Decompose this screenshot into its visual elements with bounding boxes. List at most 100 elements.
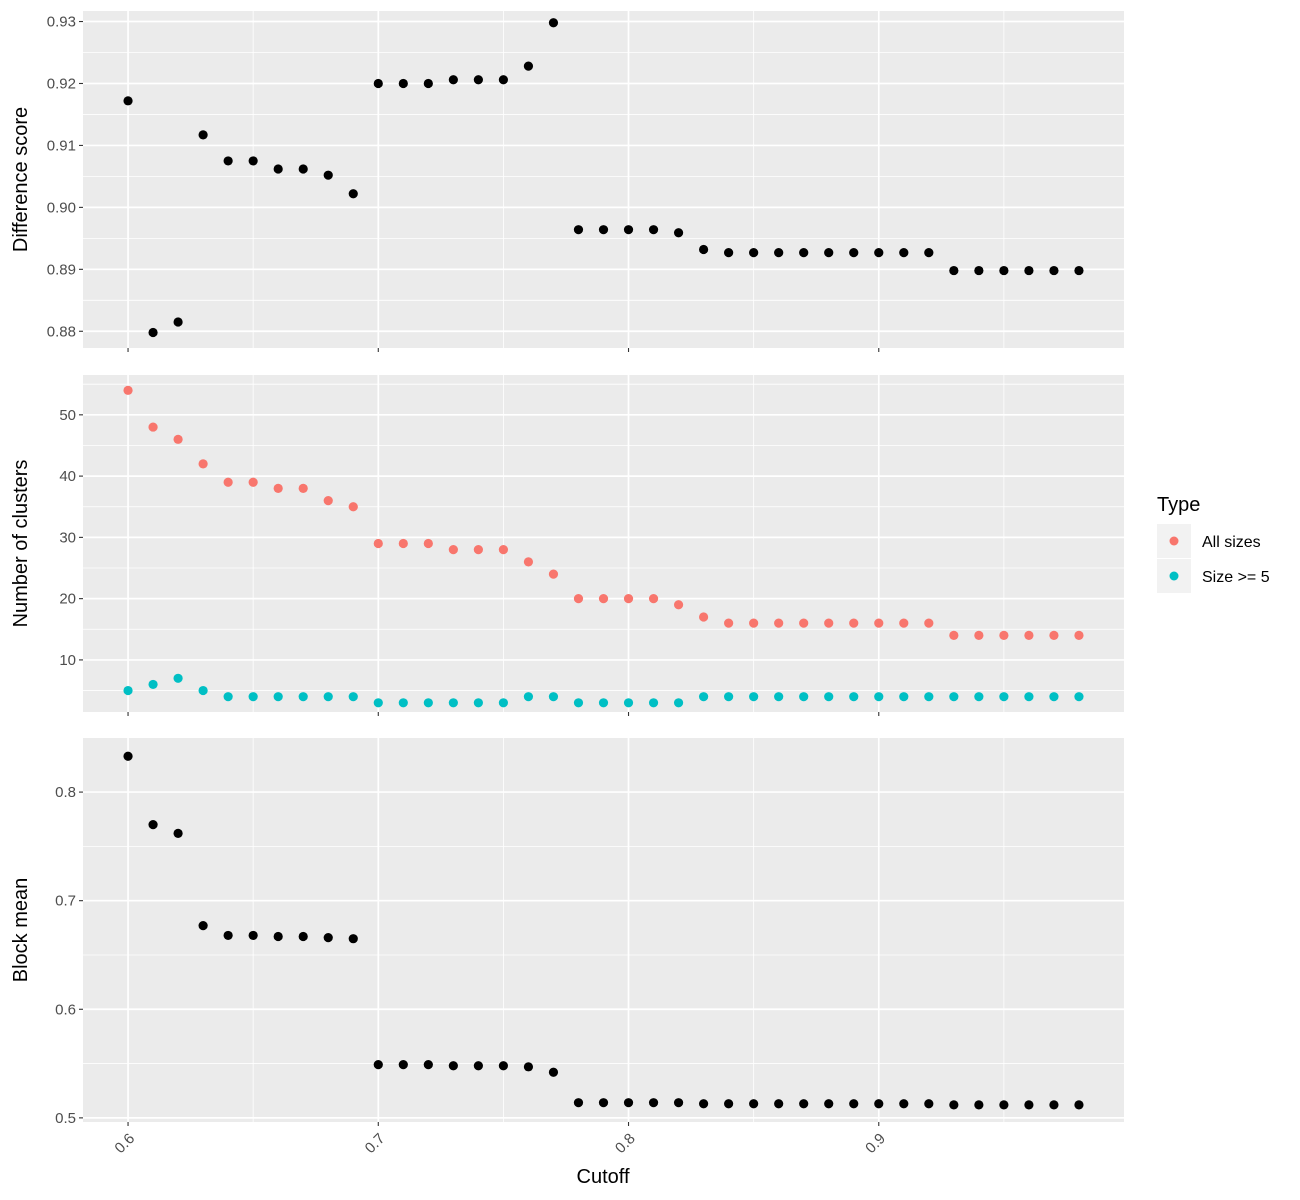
- data-point: [999, 1100, 1009, 1110]
- data-point: [398, 78, 408, 89]
- data-point: [198, 130, 208, 140]
- data-point-series-1: [999, 692, 1009, 702]
- data-point-series-1: [248, 692, 258, 702]
- y-tick-label: 0.8: [55, 784, 76, 801]
- data-point-series-1: [548, 692, 559, 702]
- data-point: [899, 1099, 909, 1109]
- data-point-series-1: [849, 692, 859, 702]
- data-point-series-1: [173, 673, 183, 683]
- legend-key-all-sizes: [1169, 536, 1179, 546]
- data-point: [874, 247, 884, 258]
- data-point-series-1: [348, 692, 358, 702]
- data-point: [749, 1099, 759, 1109]
- y-tick-label: 0.5: [55, 1110, 76, 1127]
- data-point-series-0: [648, 594, 659, 604]
- panel-background: [83, 375, 1124, 712]
- data-point: [1074, 1100, 1084, 1110]
- data-point: [298, 931, 308, 942]
- data-point: [423, 78, 433, 89]
- y-tick-label: 0.92: [47, 75, 76, 92]
- data-point: [724, 1099, 734, 1109]
- data-point: [799, 247, 809, 258]
- data-point: [498, 1061, 509, 1071]
- panels: 0.88 0.89 0.90 0.91 0.92 0.93 Difference score…: [10, 11, 1124, 1157]
- data-point: [248, 930, 258, 941]
- legend-title: Type: [1157, 494, 1200, 516]
- data-point: [924, 1099, 934, 1109]
- data-point: [348, 189, 358, 199]
- data-point: [198, 921, 208, 931]
- data-point-series-1: [949, 692, 959, 702]
- data-point-series-1: [698, 692, 709, 702]
- y-tick-label: 50: [59, 407, 76, 424]
- data-point: [573, 225, 584, 235]
- data-point-series-0: [799, 618, 809, 628]
- y-tick-label: 20: [59, 591, 76, 608]
- data-point: [523, 1062, 534, 1072]
- data-point: [974, 1100, 984, 1110]
- data-point: [523, 61, 534, 71]
- x-axis-title: Cutoff: [577, 1166, 630, 1188]
- data-point-series-1: [373, 698, 383, 708]
- data-point: [348, 934, 358, 944]
- data-point-series-1: [523, 692, 534, 702]
- data-point: [273, 164, 283, 174]
- data-point-series-1: [198, 685, 208, 696]
- data-point-series-1: [223, 692, 233, 702]
- data-point: [949, 265, 959, 276]
- data-point: [673, 228, 684, 238]
- data-point-series-1: [974, 692, 984, 702]
- data-point: [123, 751, 133, 761]
- data-point: [223, 156, 233, 166]
- data-point-series-1: [398, 698, 408, 708]
- data-point: [148, 820, 158, 830]
- data-point: [724, 247, 734, 258]
- data-point: [849, 1099, 859, 1109]
- data-point-series-1: [1074, 692, 1084, 702]
- y-tick-label: 0.6: [55, 1001, 76, 1018]
- data-point-series-1: [573, 698, 584, 708]
- data-point: [623, 1098, 634, 1108]
- data-point: [123, 96, 133, 106]
- data-point: [648, 1098, 659, 1108]
- y-tick-label: 0.90: [47, 199, 76, 216]
- data-point: [648, 225, 659, 235]
- y-tick-label: 0.91: [47, 137, 76, 154]
- data-point-series-0: [673, 600, 684, 610]
- data-point-series-1: [874, 692, 884, 702]
- data-point-series-0: [874, 618, 884, 628]
- data-point: [924, 247, 934, 258]
- data-point-series-0: [148, 422, 158, 432]
- data-point: [298, 164, 308, 174]
- data-point: [548, 1067, 559, 1077]
- data-point: [623, 225, 634, 235]
- data-point-series-0: [849, 618, 859, 628]
- data-point-series-0: [623, 594, 634, 604]
- data-point-series-1: [323, 692, 333, 702]
- data-point: [473, 1061, 483, 1071]
- data-point: [1049, 265, 1059, 276]
- data-point: [824, 247, 834, 258]
- data-point-series-0: [498, 545, 509, 555]
- data-point: [598, 1098, 609, 1108]
- data-point-series-0: [273, 483, 283, 493]
- data-point: [799, 1099, 809, 1109]
- data-point: [673, 1098, 684, 1108]
- legend-label-size-5: Size >= 5: [1202, 569, 1270, 586]
- data-point: [774, 247, 784, 258]
- data-point-series-0: [974, 630, 984, 641]
- data-point: [999, 265, 1009, 276]
- data-point: [949, 1100, 959, 1110]
- data-point: [1049, 1100, 1059, 1110]
- data-point-series-0: [398, 538, 408, 549]
- data-point-series-0: [1024, 630, 1034, 641]
- data-point-series-0: [298, 483, 308, 493]
- data-point: [373, 1060, 383, 1070]
- data-point-series-0: [248, 477, 258, 487]
- data-point-series-0: [473, 545, 483, 555]
- data-point-series-1: [799, 692, 809, 702]
- data-point-series-0: [123, 385, 133, 395]
- data-point-series-1: [448, 698, 458, 708]
- data-point-series-0: [698, 612, 709, 622]
